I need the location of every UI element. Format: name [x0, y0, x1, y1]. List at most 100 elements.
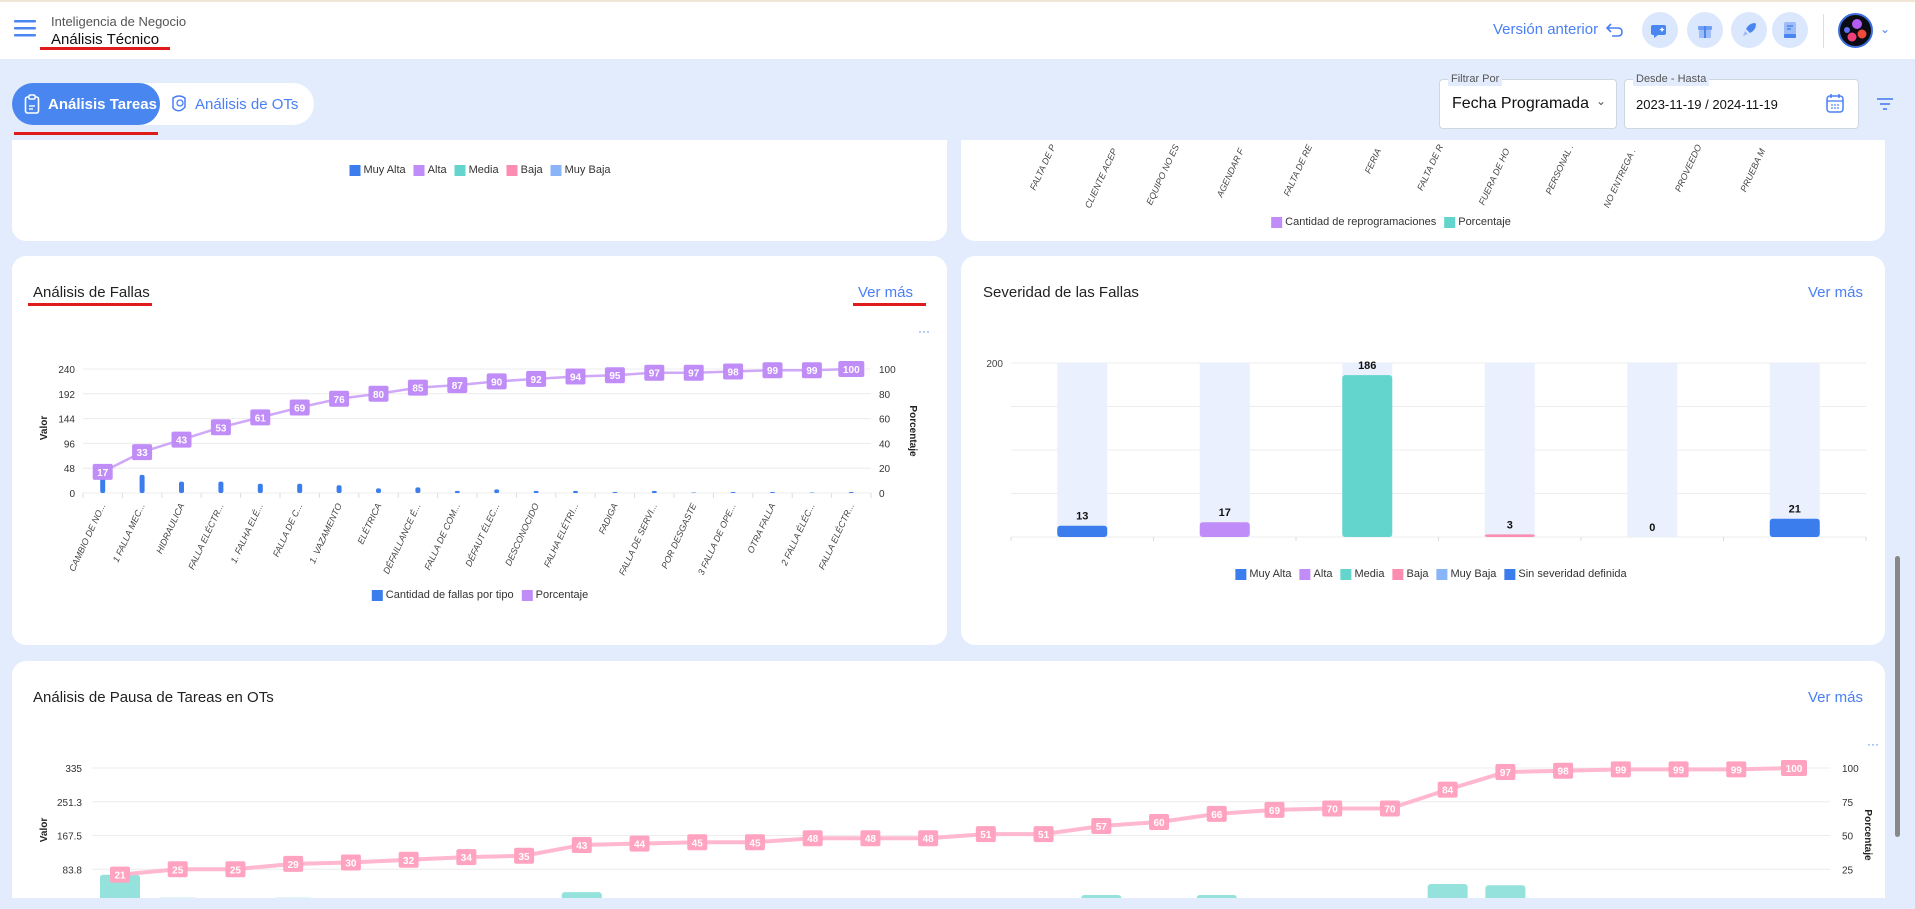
- legend-label: Baja: [520, 164, 543, 176]
- legend-label: Muy Baja: [1450, 568, 1497, 580]
- calendar-icon[interactable]: [1826, 93, 1844, 113]
- point-label-bg: [1495, 764, 1516, 781]
- legend-item[interactable]: Cantidad de reprogramaciones: [1271, 216, 1436, 228]
- tab-analisis-tareas[interactable]: Análisis Tareas: [12, 83, 160, 125]
- bar: [257, 483, 263, 493]
- point-label: 100: [843, 365, 860, 376]
- legend-label: Media: [1354, 568, 1385, 580]
- point-label-bg: [398, 851, 419, 868]
- filter-by-select[interactable]: Filtrar Por Fecha Programada ⌄: [1439, 72, 1617, 129]
- point-label-bg: [975, 826, 996, 843]
- bar-background: [1769, 363, 1820, 537]
- see-more-link[interactable]: Ver más: [1808, 689, 1864, 706]
- bar: [494, 489, 500, 493]
- bar-background: [1057, 363, 1108, 537]
- legend-item[interactable]: Media: [454, 164, 499, 176]
- point-label-bg: [1726, 761, 1747, 778]
- user-avatar[interactable]: [1838, 13, 1873, 48]
- toolbar-band: Análisis Tareas Análisis de OTs Filtrar …: [0, 59, 1915, 140]
- data-label: 17: [1219, 507, 1231, 519]
- card-title: Análisis de Fallas: [33, 284, 150, 301]
- point-label-bg: [132, 444, 153, 461]
- task-pause-chart: 83.8 25 167.5 50 251.3 75 335 100 Valor Porcentaj…: [39, 760, 1873, 903]
- filter-lines-icon[interactable]: [1876, 97, 1894, 111]
- hamburger-menu-icon[interactable]: [14, 19, 36, 37]
- rocket-icon[interactable]: [1731, 12, 1767, 48]
- x-tick-label: FALLA ELÉCTR...: [186, 502, 226, 572]
- point-label-bg: [644, 364, 665, 381]
- legend-item[interactable]: Porcentaje: [521, 589, 588, 601]
- point-label: 25: [172, 865, 184, 876]
- legend-label: Sin severidad definida: [1518, 568, 1627, 580]
- breadcrumb-section: Inteligencia de Negocio: [51, 14, 187, 29]
- legend-item[interactable]: Muy Baja: [1436, 568, 1497, 580]
- legend-item[interactable]: Alta: [1299, 568, 1333, 580]
- legend-label: Cantidad de reprogramaciones: [1285, 216, 1437, 228]
- legend-item[interactable]: Media: [1340, 568, 1385, 580]
- bar: [504, 902, 544, 903]
- point-label: 66: [1211, 810, 1223, 821]
- legend-label: Muy Baja: [564, 164, 611, 176]
- date-range-input[interactable]: Desde - Hasta 2023-11-19 / 2024-11-19: [1624, 72, 1859, 129]
- legend-label: Muy Alta: [363, 164, 406, 176]
- x-tick-label: ELÉTRICA: [356, 502, 384, 546]
- legend-item[interactable]: Baja: [506, 164, 543, 176]
- point-label-bg: [1437, 781, 1458, 798]
- book-icon[interactable]: [1772, 12, 1808, 48]
- see-more-link[interactable]: Ver más: [858, 284, 914, 301]
- chart-menu-button[interactable]: ···: [918, 324, 930, 338]
- account-chevron-down-icon[interactable]: ⌄: [1880, 22, 1891, 36]
- chart-menu-button[interactable]: ···: [1867, 737, 1879, 751]
- y-tick-label: 192: [58, 390, 75, 401]
- bar: [1484, 534, 1535, 537]
- chat-sparkle-icon[interactable]: [1642, 12, 1678, 48]
- point-label: 48: [807, 834, 819, 845]
- legend-label: Alta: [427, 164, 447, 176]
- y2-tick-label: 100: [1842, 764, 1859, 775]
- data-label: 0: [1649, 522, 1655, 534]
- point-label: 45: [749, 838, 761, 849]
- point-label-bg: [1668, 761, 1689, 778]
- scrollbar-thumb[interactable]: [1895, 556, 1900, 837]
- severity-legend: Muy Alta Alta Media Baja Muy Baja Sin se…: [1235, 568, 1627, 580]
- legend-item[interactable]: Cantidad de fallas por tipo: [371, 589, 514, 601]
- bar: [1769, 518, 1820, 537]
- x-tick-label: FALLA ELÉCTR...: [817, 502, 857, 572]
- point-label-bg: [526, 370, 547, 387]
- filter-by-value: Fecha Programada: [1452, 95, 1589, 112]
- reprogramming-legend: Cantidad de reprogramaciones Porcentaje: [1271, 216, 1511, 228]
- point-label-bg: [1091, 818, 1112, 835]
- bar: [376, 488, 381, 493]
- point-label: 99: [767, 366, 779, 377]
- previous-version-link[interactable]: Versión anterior: [1493, 21, 1624, 38]
- point-label: 51: [1038, 830, 1050, 841]
- bar: [1312, 902, 1352, 903]
- point-label-bg: [92, 463, 113, 480]
- legend-item[interactable]: Porcentaje: [1444, 216, 1511, 228]
- y-tick-label: 96: [64, 439, 76, 450]
- tab-analisis-ots[interactable]: Análisis de OTs: [160, 94, 298, 114]
- legend-item[interactable]: Muy Baja: [550, 164, 611, 176]
- legend-item[interactable]: Sin severidad definida: [1504, 568, 1627, 580]
- point-label: 32: [403, 856, 415, 867]
- legend-item[interactable]: Muy Alta: [1235, 568, 1292, 580]
- point-label-bg: [167, 861, 188, 878]
- page-scrollbar[interactable]: [1893, 140, 1903, 909]
- bar: [1485, 885, 1526, 898]
- legend-item[interactable]: Baja: [1392, 568, 1429, 580]
- y2-tick-label: 75: [1842, 798, 1854, 809]
- point-label-bg: [1264, 801, 1285, 818]
- bar: [1254, 899, 1294, 903]
- legend-item[interactable]: Alta: [413, 164, 447, 176]
- point-label-bg: [1379, 800, 1400, 817]
- see-more-link[interactable]: Ver más: [1808, 284, 1864, 301]
- legend-item[interactable]: Muy Alta: [349, 164, 406, 176]
- legend-label: Baja: [1406, 568, 1429, 580]
- point-label: 33: [137, 448, 149, 459]
- point-label: 44: [634, 840, 646, 851]
- gift-box-icon[interactable]: [1687, 12, 1723, 48]
- y2-tick-label: 20: [879, 464, 891, 475]
- x-tick-label: 1. FALHA ELÉ...: [229, 502, 266, 565]
- point-label: 100: [1786, 764, 1803, 775]
- point-label-bg: [368, 385, 389, 402]
